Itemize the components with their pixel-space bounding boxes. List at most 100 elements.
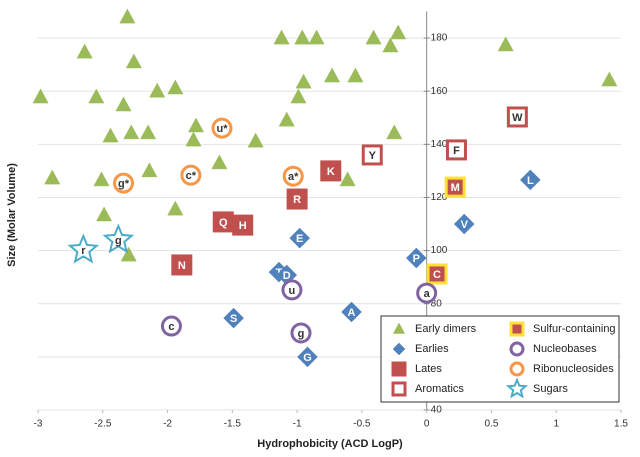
marker [426,263,448,285]
point-label: g [298,328,305,340]
point-label: P [413,253,420,265]
marker [67,233,100,264]
x-tick-label: -3 [34,419,43,430]
marker [497,36,514,52]
x-tick-label: 0.5 [484,419,498,430]
x-tick-label: -1 [293,419,302,430]
marker [392,342,406,356]
point-label: c* [186,170,197,182]
legend: Early dimers Earlies Lates Aromatics Sulfur-… [380,315,620,403]
legend-label: Lates [415,363,442,375]
marker [505,377,529,399]
marker [392,322,406,334]
legend-label: Ribonucleosides [533,363,614,375]
marker [93,171,110,187]
marker [44,169,61,185]
marker [149,82,166,98]
y-tick-label: 180 [431,33,448,44]
marker [76,43,93,59]
marker [140,124,157,140]
point-label: H [239,220,247,232]
point-label: E [296,233,303,245]
marker [125,53,142,69]
x-tick-label: -1.5 [224,419,242,430]
marker [232,214,254,236]
marker [211,117,233,139]
legend-box [380,315,620,403]
point-label: Q [219,217,228,229]
point-label: D [283,270,291,282]
marker [188,117,205,133]
point-label: r [81,245,86,257]
marker [361,144,383,166]
marker [506,106,528,128]
legend-label: Earlies [415,343,449,355]
marker [88,88,105,104]
point-label: G [303,352,312,364]
point-label: W [512,112,523,124]
marker [445,139,467,161]
marker [247,132,264,148]
point-label: g* [118,178,130,190]
marker [391,361,407,377]
marker [119,8,136,24]
marker [281,279,303,301]
marker [278,111,295,127]
marker [141,162,158,178]
y-tick-label: 140 [431,139,448,150]
marker [32,88,49,104]
marker [282,165,304,187]
marker [297,346,318,368]
legend-label: Sugars [533,383,568,395]
x-tick-label: 1 [553,419,559,430]
marker [289,227,311,249]
marker [211,154,228,170]
marker [509,361,525,377]
y-axis-label: Size (Molar Volume) [6,163,18,267]
point-label: u* [216,123,228,135]
point-label: S [230,313,237,325]
marker [102,127,119,143]
marker [223,307,244,329]
point-label: K [327,166,335,178]
marker [123,124,140,140]
legend-label: Early dimers [415,323,477,335]
marker [416,282,438,304]
x-tick-label: 1.5 [614,419,628,430]
marker [405,247,427,269]
marker [102,223,135,254]
point-label: M [451,182,460,194]
point-label: u [289,285,296,297]
x-tick-label: 0 [424,419,430,430]
marker [347,67,364,83]
point-label: V [461,219,469,231]
marker [601,71,618,87]
point-label: N [178,260,186,272]
marker [444,176,466,198]
marker [509,341,525,357]
point-label: Y [369,150,377,162]
marker [113,172,135,194]
point-label: a* [288,171,299,183]
y-tick-label: 100 [431,245,448,256]
marker [453,213,475,235]
point-label: L [527,175,534,187]
marker [180,164,202,186]
x-tick-label: -0.5 [353,419,371,430]
marker [509,321,525,337]
x-tick-label: -2.5 [94,419,112,430]
x-axis-label: Hydrophobicity (ACD LogP) [257,438,403,450]
point-label: A [348,307,356,319]
marker [185,131,202,147]
point-label: R [293,194,301,206]
marker [295,73,312,89]
marker [382,37,399,53]
marker [519,169,541,191]
marker [171,254,193,276]
marker [365,29,382,45]
x-tick-label: -2 [163,419,172,430]
legend-label: Nucleobases [533,343,597,355]
marker [320,160,342,182]
marker [115,96,132,112]
